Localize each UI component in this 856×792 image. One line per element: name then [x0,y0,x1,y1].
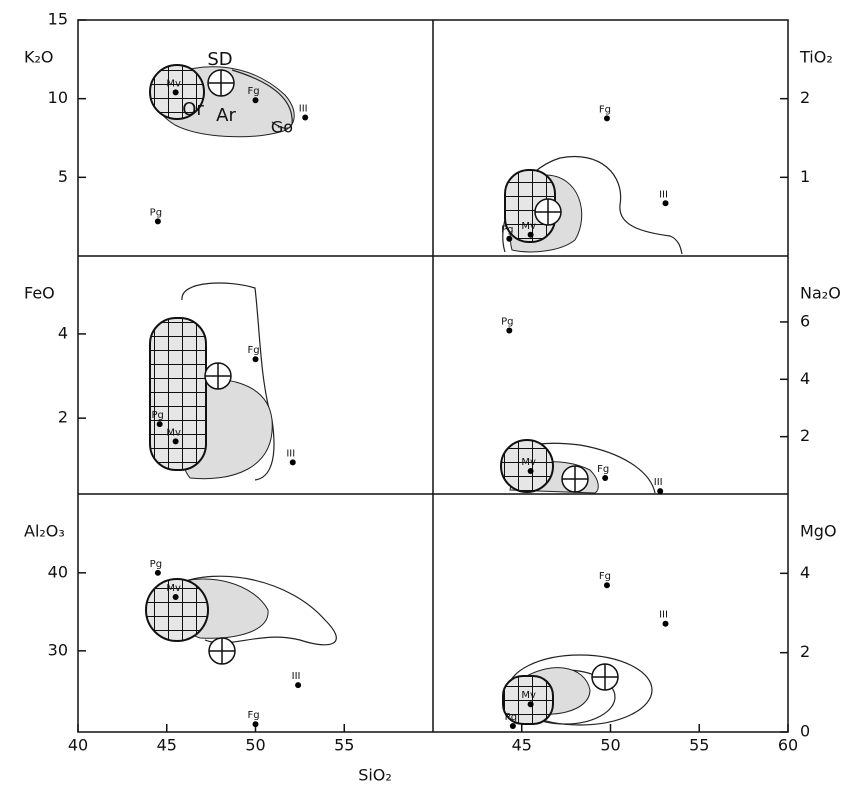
y-tick-label: 2 [800,642,810,661]
point-label: Fg [597,464,609,475]
x-tick-label: 45 [512,736,532,755]
y-tick-label: 2 [58,408,68,427]
point-label: Fg [247,86,259,97]
point-label: Fg [599,571,611,582]
point [154,218,161,225]
y-tick-label: 6 [800,311,810,330]
field-label: Or [182,99,204,120]
point-label: Fg [599,104,611,115]
y-tick-label: 4 [800,369,810,388]
point [154,569,161,576]
point-label: Mv [166,427,181,438]
point-label: Fg [247,345,259,356]
point-label: Pg [501,317,513,328]
x-axis-label: SiO₂ [358,766,392,785]
fields [145,64,683,726]
point [252,356,259,363]
y-tick-label: 10 [48,88,68,107]
point [506,327,513,334]
y-axis-label: K₂O [24,48,54,67]
point [506,235,513,242]
y-tick-label: 0 [800,722,810,741]
y-tick-label: 15 [48,10,68,29]
point-label: III [659,189,668,200]
point-label: III [292,671,301,682]
point [509,723,516,730]
point-label: Mv [521,690,536,701]
point-label: III [654,477,663,488]
y-axis-label: FeO [24,284,55,303]
point [527,468,534,475]
y-tick-label: 2 [800,88,810,107]
y-tick-label: 4 [800,563,810,582]
x-tick-label: 60 [778,736,798,755]
field-label: Ar [216,105,236,126]
point [289,459,296,466]
point-label: Mv [166,78,181,89]
y-axis-label: MgO [800,522,837,541]
point-label: III [659,610,668,621]
x-tick-label: 55 [334,736,354,755]
point [662,620,669,627]
point-label: Pg [150,207,162,218]
point [603,582,610,589]
point-label: Pg [150,559,162,570]
x-tick-label: 50 [600,736,620,755]
point [172,89,179,96]
point-label: Fg [247,710,259,721]
point [252,721,259,728]
point [603,115,610,122]
point [602,474,609,481]
y-tick-label: 2 [800,426,810,445]
y-tick-label: 1 [800,167,810,186]
x-tick-label: 55 [689,736,709,755]
point-label: III [286,448,295,459]
point [252,97,259,104]
y-axis-label: Al₂O₃ [24,522,65,541]
field-label: Go [271,118,293,137]
x-tick-label: 50 [245,736,265,755]
y-tick-label: 5 [58,167,68,186]
y-axis-label: TiO₂ [799,48,833,67]
point [156,421,163,428]
x-tick-label: 45 [157,736,177,755]
y-axis-label: Na₂O [800,284,841,303]
point-label: Mv [521,457,536,468]
y-tick-label: 40 [48,562,68,581]
point [172,594,179,601]
point-label: Mv [166,583,181,594]
y-tick-label: 4 [58,323,68,342]
point [172,438,179,445]
point-label: Pg [505,712,517,723]
point [295,682,302,689]
field-label: SD [207,49,232,70]
point-label: Mv [521,221,536,232]
point [657,488,664,495]
point [302,114,309,121]
point-label: III [299,104,308,115]
point [527,231,534,238]
point [527,701,534,708]
point [662,200,669,207]
point-label: Pg [501,225,513,236]
x-tick-label: 40 [68,736,88,755]
y-tick-label: 30 [48,640,68,659]
point-label: Pg [151,410,163,421]
